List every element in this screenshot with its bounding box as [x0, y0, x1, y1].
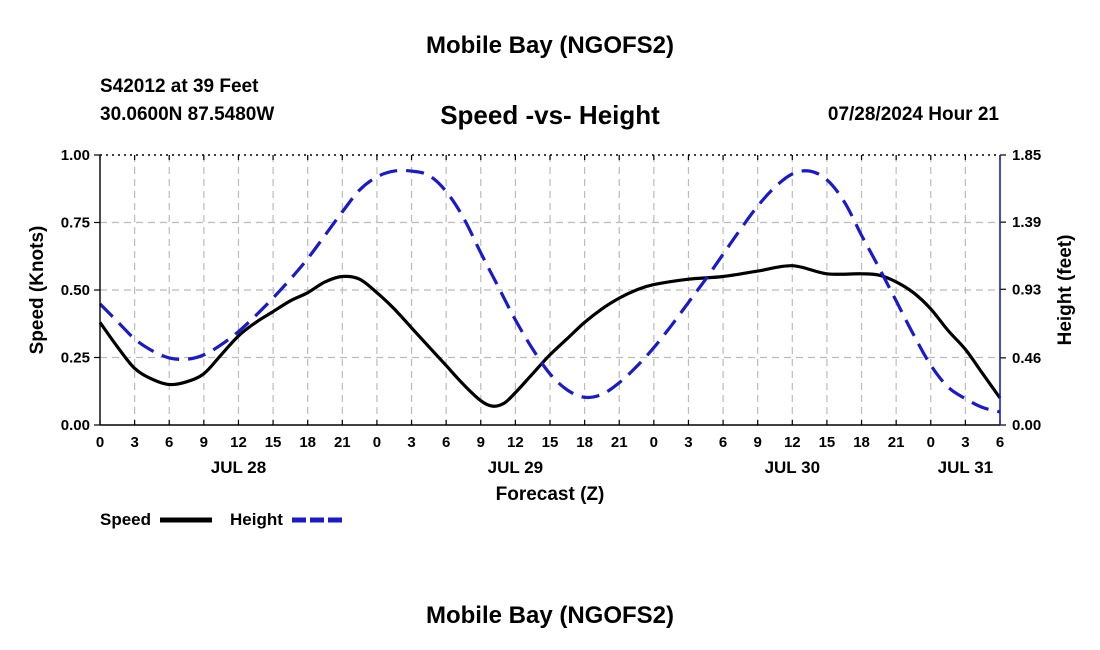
series-line-speed: [98, 264, 1002, 408]
x-tick-label: 9: [477, 434, 485, 451]
x-tick-label: 6: [996, 434, 1004, 451]
x-tick-label: 18: [299, 434, 316, 451]
y2-tick-label: 1.39: [1012, 214, 1041, 231]
chart-title: Speed -vs- Height: [440, 100, 660, 130]
y-tick-label: 0.50: [61, 282, 90, 299]
x-tick-label: 21: [611, 434, 628, 451]
x-tick-label: 0: [927, 434, 935, 451]
y-axis-label: Speed (Knots): [27, 226, 48, 355]
x-axis-label: Forecast (Z): [496, 484, 605, 505]
date-label: JUL 28: [211, 458, 266, 477]
x-tick-label: 3: [130, 434, 138, 451]
x-tick-label: 9: [200, 434, 208, 451]
x-tick-label: 0: [373, 434, 381, 451]
x-tick-label: 0: [650, 434, 658, 451]
x-tick-label: 18: [853, 434, 870, 451]
station-name: S42012 at 39 Feet: [100, 76, 259, 97]
y2-tick-label: 0.46: [1012, 350, 1041, 367]
y2-tick-label: 0.00: [1012, 417, 1041, 434]
x-tick-label: 3: [407, 434, 415, 451]
axis-layer: [94, 154, 1006, 426]
legend-label-speed: Speed: [100, 510, 151, 529]
x-tick-label: 3: [961, 434, 969, 451]
x-tick-label: 6: [442, 434, 450, 451]
date-label: JUL 30: [765, 458, 820, 477]
y-tick-label: 0.00: [61, 417, 90, 434]
forecast-time: 07/28/2024 Hour 21: [827, 104, 999, 125]
main-title: Mobile Bay (NGOFS2): [425, 32, 675, 59]
y2-tick-label: 0.93: [1012, 281, 1041, 298]
grid-layer: [100, 155, 1000, 425]
y-tick-label: 0.25: [61, 350, 90, 367]
x-tick-label: 6: [719, 434, 727, 451]
y-tick-label: 0.75: [61, 215, 90, 232]
y-tick-label: 1.00: [61, 147, 90, 164]
legend: Speed Height: [100, 510, 344, 529]
y2-axis-label: Height (feet): [1055, 235, 1076, 346]
y2-tick-label: 1.85: [1012, 147, 1041, 164]
x-tick-label: 21: [888, 434, 905, 451]
x-tick-label: 15: [542, 434, 559, 451]
x-tick-label: 9: [754, 434, 762, 451]
footer-title: Mobile Bay (NGOFS2): [425, 602, 675, 629]
x-tick-label: 15: [265, 434, 282, 451]
series-line-height: [98, 168, 1001, 414]
station-coords: 30.0600N 87.5480W: [100, 104, 275, 125]
x-tick-label: 21: [334, 434, 351, 451]
x-tick-label: 15: [819, 434, 836, 451]
x-tick-label: 0: [96, 434, 104, 451]
label-layer: 0 3 6 9 12 15 18 21 0 3 6 9 12 15 18 21 0 3 6 9 12 15 18 21 0 3 60…: [27, 147, 1076, 505]
series-layer: [98, 168, 1002, 414]
date-label: JUL 31: [938, 458, 993, 477]
x-tick-label: 12: [784, 434, 801, 451]
x-tick-label: 6: [165, 434, 173, 451]
legend-label-height: Height: [230, 510, 283, 529]
x-tick-label: 12: [230, 434, 247, 451]
speed-height-chart: 0 3 6 9 12 15 18 21 0 3 6 9 12 15 18 21 0 3 6 9 12 15 18 21 0 3 60…: [27, 147, 1076, 529]
x-tick-label: 3: [684, 434, 692, 451]
date-label: JUL 29: [488, 458, 543, 477]
x-tick-label: 18: [576, 434, 593, 451]
x-tick-label: 12: [507, 434, 524, 451]
